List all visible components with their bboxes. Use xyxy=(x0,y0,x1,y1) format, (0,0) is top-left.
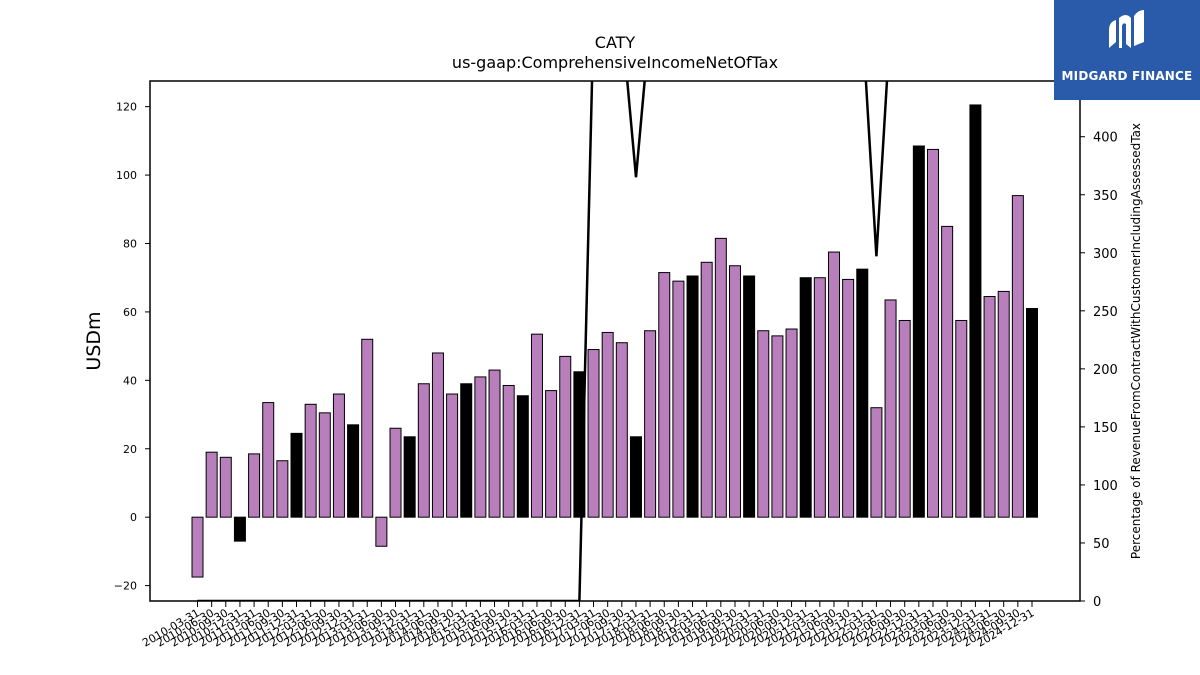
bar xyxy=(375,516,388,547)
bar xyxy=(686,275,699,518)
bar xyxy=(304,403,317,518)
bar xyxy=(997,290,1010,518)
bar xyxy=(672,280,685,518)
y-axis-right: 0 50 100 150 200 250 300 350 400 xyxy=(1080,131,1118,610)
bar xyxy=(615,342,628,518)
bar xyxy=(276,460,289,518)
y2-tick-label: 50 xyxy=(1093,537,1110,552)
bar xyxy=(530,333,543,518)
y-tick-label: 20 xyxy=(123,443,137,456)
logo-text: MIDGARD FINANCE xyxy=(1061,69,1193,83)
bar xyxy=(884,299,897,518)
bar xyxy=(1026,308,1038,518)
bar xyxy=(700,261,713,518)
y-tick-label: 60 xyxy=(123,306,137,319)
bar xyxy=(898,319,911,518)
bar xyxy=(559,355,572,518)
bar xyxy=(799,277,812,518)
bar xyxy=(431,352,444,518)
bar xyxy=(318,412,331,518)
bar xyxy=(785,328,798,518)
chart-title: CATY xyxy=(595,33,636,52)
y2-tick-label: 300 xyxy=(1093,247,1118,262)
bar xyxy=(403,436,416,518)
y-tick-label: 0 xyxy=(130,511,137,524)
bar xyxy=(233,516,246,542)
y2-tick-label: 400 xyxy=(1093,131,1118,146)
bar xyxy=(658,272,671,518)
bar xyxy=(248,453,261,518)
bar xyxy=(757,330,770,518)
bar xyxy=(290,432,303,518)
bar xyxy=(983,296,996,518)
bars-group xyxy=(191,104,1038,578)
y-tick-label: 80 xyxy=(123,238,137,251)
bar xyxy=(573,371,586,518)
bar xyxy=(601,331,614,518)
bar xyxy=(587,349,600,518)
bar xyxy=(728,265,741,518)
bar xyxy=(912,145,925,518)
bar xyxy=(813,277,826,518)
plot-frame xyxy=(149,80,1081,602)
bar xyxy=(219,456,232,518)
bar xyxy=(644,330,657,518)
logo-mark-icon xyxy=(1109,10,1144,48)
bar xyxy=(969,104,982,518)
bar xyxy=(474,376,487,518)
bar xyxy=(262,402,275,518)
bar xyxy=(941,225,954,518)
y-tick-label: 120 xyxy=(116,101,137,114)
y-axis-label: USDm xyxy=(83,311,105,370)
y2-tick-label: 150 xyxy=(1093,421,1118,436)
chart-subtitle: us-gaap:ComprehensiveIncomeNetOfTax xyxy=(452,53,778,72)
bar xyxy=(191,516,204,578)
bar xyxy=(417,383,430,518)
bar xyxy=(545,390,558,518)
bar xyxy=(361,338,374,518)
y-tick-label: 100 xyxy=(116,169,137,182)
bar xyxy=(926,148,939,518)
y2-tick-label: 200 xyxy=(1093,363,1118,378)
x-axis: 2010-03-312010-06-302010-09-302010-12-31… xyxy=(140,601,1037,650)
bar xyxy=(955,319,968,518)
bar xyxy=(332,393,345,518)
y2-tick-label: 250 xyxy=(1093,305,1118,320)
bar xyxy=(516,395,529,518)
bar xyxy=(629,436,642,518)
bar xyxy=(870,407,883,518)
y-axis-left: −20 0 20 40 60 80 100 120 xyxy=(114,101,150,593)
y2-tick-label: 350 xyxy=(1093,189,1118,204)
bar xyxy=(743,275,756,518)
y2-tick-label: 100 xyxy=(1093,479,1118,494)
bar xyxy=(1011,195,1024,518)
y-tick-label: 40 xyxy=(123,374,137,387)
bar xyxy=(842,278,855,518)
bar xyxy=(771,335,784,518)
bar xyxy=(460,383,473,518)
bar xyxy=(488,369,501,518)
y2-tick-label: 0 xyxy=(1093,595,1101,610)
bar xyxy=(502,384,515,518)
midgard-finance-logo: MIDGARD FINANCE xyxy=(1054,0,1200,100)
bar xyxy=(827,251,840,518)
bar xyxy=(347,424,360,518)
bar xyxy=(205,451,218,518)
y-tick-label: −20 xyxy=(114,580,137,593)
bar xyxy=(714,237,727,518)
y2-axis-label: Percentage of RevenueFromContractWithCus… xyxy=(1129,123,1143,559)
bar xyxy=(856,268,869,518)
bar xyxy=(389,427,402,518)
bar xyxy=(446,393,459,518)
